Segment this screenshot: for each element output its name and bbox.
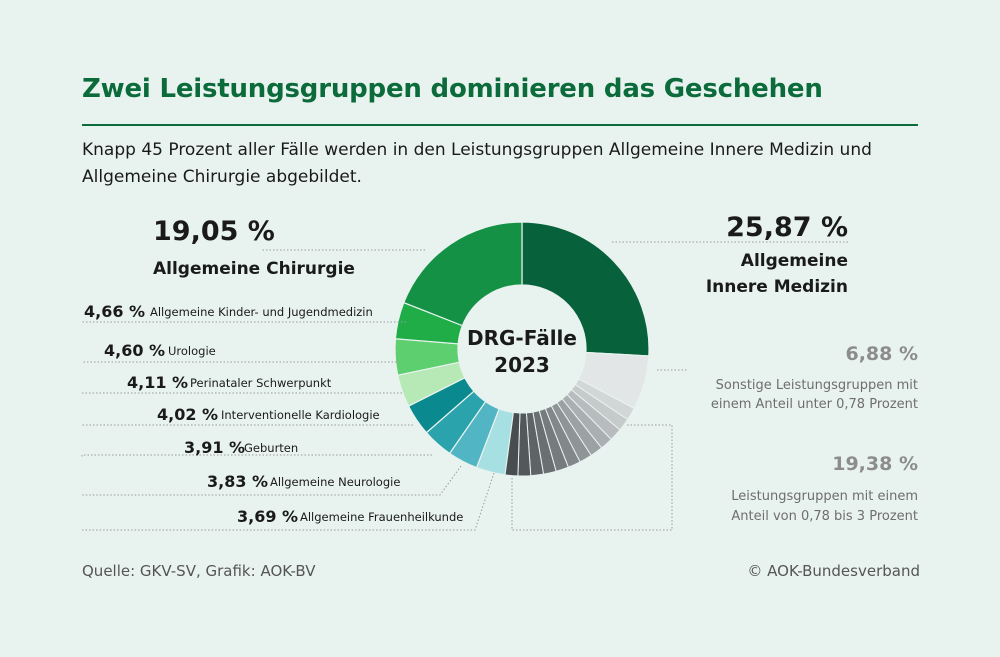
- label-allgemeine-neurologie-value: 3,83 %: [207, 472, 268, 491]
- leader-neurologie: [82, 465, 462, 496]
- slice-allgemeine-chirurgie: [402, 221, 523, 327]
- copyright-note: © AOK-Bundesverband: [747, 562, 920, 580]
- leader-lines: [81, 241, 848, 531]
- slice-labels: 19,05 % Allgemeine Chirurgie 25,87 % Allgem…: [84, 212, 918, 526]
- chart-subtitle: Knapp 45 Prozent aller Fälle werden in d…: [82, 140, 872, 187]
- label-allgemeine-frauenheilkunde-name: Allgemeine Frauenheilkunde: [300, 510, 463, 524]
- leader-frauenheilkunde: [82, 472, 495, 531]
- label-geburten-name: Geburten: [244, 441, 298, 455]
- label-allgemeine-frauenheilkunde-value: 3,69 %: [237, 507, 298, 526]
- label-078-3-name-1: Leistungsgruppen mit einem: [731, 489, 918, 504]
- label-chirurgie-name: Allgemeine Chirurgie: [153, 259, 355, 279]
- label-078-3-value: 19,38 %: [832, 453, 918, 475]
- label-perinataler-schwerpunkt-value: 4,11 %: [127, 373, 188, 392]
- label-urologie-value: 4,60 %: [104, 341, 165, 360]
- chart-title: Zwei Leistungsgruppen dominieren das Ges…: [82, 74, 823, 104]
- label-innere-medizin-value: 25,87 %: [726, 212, 848, 243]
- gray-stripe: [504, 411, 521, 477]
- label-perinataler-schwerpunkt-name: Perinataler Schwerpunkt: [190, 376, 332, 390]
- label-innere-medizin-name-2: Innere Medizin: [706, 277, 848, 297]
- title-divider: [82, 124, 918, 126]
- label-urologie-name: Urologie: [168, 344, 216, 358]
- label-allgemeine-kinder-und-jugendmedizin-name: Allgemeine Kinder- und Jugendmedizin: [150, 305, 373, 319]
- leader-geburten: [81, 454, 432, 458]
- center-label-line-1: DRG-Fälle: [467, 326, 577, 350]
- source-note: Quelle: GKV-SV, Grafik: AOK-BV: [82, 562, 316, 580]
- label-interventionelle-kardiologie-name: Interventionelle Kardiologie: [221, 408, 380, 422]
- label-allgemeine-neurologie-name: Allgemeine Neurologie: [270, 475, 400, 489]
- slice-allgemeine-innere-medizin: [521, 221, 650, 357]
- label-078-3-name-2: Anteil von 0,78 bis 3 Prozent: [731, 509, 918, 524]
- gray-segment-stripes: [504, 378, 635, 477]
- label-interventionelle-kardiologie-value: 4,02 %: [157, 405, 218, 424]
- label-chirurgie-value: 19,05 %: [153, 216, 275, 247]
- label-sonstige-name-1: Sonstige Leistungsgruppen mit: [716, 378, 918, 393]
- center-label-line-2: 2023: [494, 353, 550, 377]
- label-sonstige-value: 6,88 %: [845, 343, 918, 365]
- label-sonstige-name-2: einem Anteil unter 0,78 Prozent: [711, 397, 918, 412]
- label-allgemeine-kinder-und-jugendmedizin-value: 4,66 %: [84, 302, 145, 321]
- label-innere-medizin-name-1: Allgemeine: [741, 251, 848, 271]
- label-geburten-value: 3,91 %: [184, 438, 245, 457]
